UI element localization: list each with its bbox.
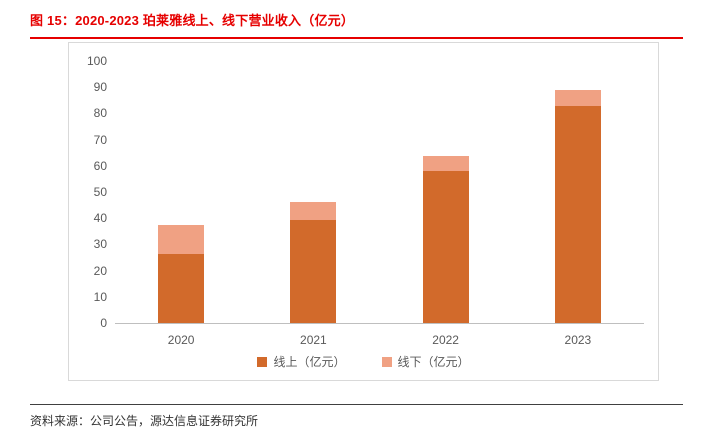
bar-2021 <box>290 201 337 323</box>
bar-segment-2020-线下（亿元） <box>158 224 205 255</box>
legend-label: 线下（亿元） <box>397 355 470 369</box>
y-tick-label: 80 <box>93 106 107 121</box>
bar-segment-2022-线下（亿元） <box>422 155 469 172</box>
figure-label: 图 15： <box>30 13 76 28</box>
x-axis-label-2023: 2023 <box>564 333 592 347</box>
y-tick-label: 90 <box>93 80 107 95</box>
bar-2022 <box>422 155 469 323</box>
y-tick-label: 20 <box>93 263 107 278</box>
y-tick-label: 50 <box>93 185 107 199</box>
legend-swatch <box>381 356 392 367</box>
footer: 资料来源：公司公告，源达信息证券研究所 <box>30 404 683 429</box>
plot-wrap: 0 10 20 30 40 50 60 70 80 90 100 2020 2021 2022 2023 <box>81 54 644 347</box>
y-tick-label: 30 <box>93 237 107 252</box>
page: { "page": { "figure_label": "图 15：", "ti… <box>30 10 683 428</box>
bar-segment-2022-线上（亿元） <box>422 171 469 323</box>
figure-header: 图 15：2020-2023 珀莱雅线上、线下营业收入（亿元） <box>30 10 683 39</box>
plot-row: 0 10 20 30 40 50 60 70 80 90 100 <box>81 54 644 330</box>
legend-label: 线上（亿元） <box>273 355 346 369</box>
y-tick-label: 40 <box>93 211 107 226</box>
bar-2023 <box>554 89 601 323</box>
legend-item: 线下（亿元） <box>381 353 470 370</box>
legend: 线上（亿元） 线下（亿元） <box>69 353 658 370</box>
x-axis-label-2021: 2021 <box>300 333 327 347</box>
x-axis-labels: 2020 2021 2022 2023 <box>115 333 644 347</box>
bar-segment-2021-线下（亿元） <box>290 201 337 221</box>
bar-segment-2023-线上（亿元） <box>554 106 601 323</box>
y-tick-label: 100 <box>86 54 107 68</box>
y-tick-label: 10 <box>93 289 107 304</box>
bar-segment-2023-线下（亿元） <box>554 89 601 107</box>
source-text: 资料来源：公司公告，源达信息证券研究所 <box>30 414 259 428</box>
bar-2020 <box>158 224 205 323</box>
x-axis-label-2022: 2022 <box>432 333 459 347</box>
legend-item: 线上（亿元） <box>257 353 346 370</box>
y-axis: 0 10 20 30 40 50 60 70 80 90 100 <box>81 54 115 330</box>
y-tick-label: 70 <box>93 132 107 147</box>
legend-swatch <box>257 356 268 367</box>
bar-segment-2020-线上（亿元） <box>158 254 205 323</box>
plot-area <box>115 61 644 324</box>
figure-title: 2020-2023 珀莱雅线上、线下营业收入（亿元） <box>75 13 355 28</box>
chart-frame: 0 10 20 30 40 50 60 70 80 90 100 2020 2021 2022 2023 … <box>68 42 659 381</box>
bar-segment-2021-线上（亿元） <box>290 220 337 323</box>
y-tick-label: 0 <box>100 316 107 330</box>
y-tick-label: 60 <box>93 158 107 173</box>
x-axis-label-2020: 2020 <box>167 333 195 347</box>
